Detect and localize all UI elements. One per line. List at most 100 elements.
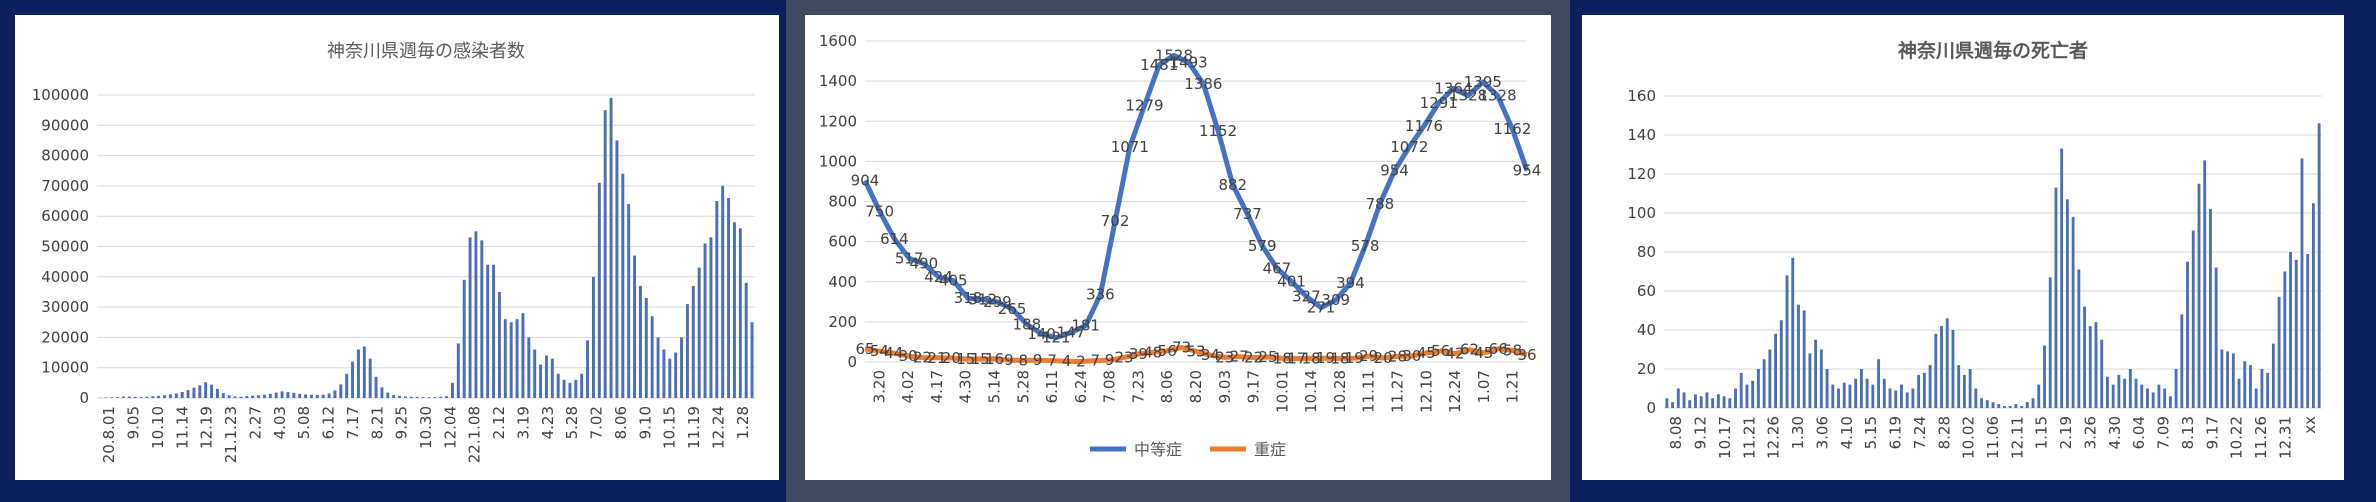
bar bbox=[527, 337, 531, 398]
data-label: 20 bbox=[1374, 349, 1393, 367]
bar bbox=[2128, 369, 2132, 408]
data-label: 22 bbox=[913, 349, 932, 367]
bar bbox=[2146, 388, 2149, 408]
bar bbox=[609, 98, 613, 398]
panel-hospitalized-frame: 0 200 400 600 800 1000 1200 1400 1600 3.20 4.02 4.1… bbox=[786, 0, 1570, 502]
bar bbox=[1837, 388, 1840, 408]
bar bbox=[621, 173, 625, 398]
bar bbox=[304, 394, 308, 398]
bar bbox=[533, 349, 537, 398]
bar bbox=[2106, 376, 2109, 408]
y-tick-label: 100 bbox=[1627, 204, 1656, 222]
bar bbox=[1791, 257, 1795, 408]
data-label: 9 bbox=[1033, 351, 1043, 369]
x-tick-label: 11.27 bbox=[1388, 370, 1406, 413]
x-tick-label: 4.17 bbox=[928, 370, 946, 403]
bar bbox=[1728, 398, 1732, 408]
data-label: 1279 bbox=[1125, 96, 1163, 114]
bar bbox=[2283, 271, 2287, 408]
bar bbox=[2014, 404, 2018, 408]
data-label: 39 bbox=[1129, 345, 1148, 363]
bar bbox=[1699, 396, 1703, 408]
bar bbox=[1882, 378, 1886, 408]
bar bbox=[2260, 369, 2264, 408]
x-tick-label: 1.15 bbox=[2033, 416, 2051, 449]
data-label: 904 bbox=[851, 172, 880, 190]
x-tick-label: 12.10 bbox=[1417, 370, 1435, 413]
x-tick-label: 5.14 bbox=[986, 370, 1004, 403]
bar bbox=[403, 396, 407, 398]
bar bbox=[2157, 384, 2161, 408]
data-label: 312 bbox=[968, 290, 997, 308]
data-label: 1176 bbox=[1405, 117, 1443, 135]
x-tick-label: 4.23 bbox=[539, 406, 557, 439]
bar bbox=[2065, 199, 2069, 408]
bar bbox=[1745, 384, 1749, 408]
bar bbox=[210, 384, 214, 398]
x-tick-label: 8.20 bbox=[1187, 370, 1205, 403]
bar bbox=[198, 385, 202, 398]
bar bbox=[2243, 361, 2247, 408]
bar bbox=[697, 267, 701, 398]
bar bbox=[2266, 372, 2270, 408]
deaths-chart: 神奈川県週毎の死亡者 0 20 40 60 80 100 120 140 160 8.08 9.12 1… bbox=[1627, 39, 2322, 459]
bar bbox=[1980, 398, 1983, 408]
x-tick-label: 8.13 bbox=[2179, 416, 2197, 449]
bar bbox=[110, 397, 114, 398]
x-tick-label: 10.17 bbox=[1716, 416, 1734, 459]
bar bbox=[127, 396, 131, 398]
bar bbox=[2220, 349, 2224, 408]
bar bbox=[1842, 382, 1846, 408]
y-tick-label: 80 bbox=[1637, 243, 1656, 261]
bar bbox=[1694, 394, 1697, 408]
bar bbox=[1974, 388, 1978, 408]
bar bbox=[456, 343, 460, 398]
bar bbox=[333, 390, 337, 398]
bar bbox=[1940, 326, 1943, 408]
bar bbox=[580, 373, 584, 398]
x-tick-label: 11.21 bbox=[1740, 416, 1758, 459]
bar bbox=[321, 394, 325, 398]
y-tick-label: 1600 bbox=[819, 32, 857, 50]
x-tick-label: 9.17 bbox=[2203, 416, 2221, 449]
data-label: 1072 bbox=[1390, 138, 1428, 156]
data-label: 1071 bbox=[1111, 138, 1149, 156]
x-tick-label: 22.1.08 bbox=[466, 406, 484, 463]
chart-title: 神奈川県週毎の感染者数 bbox=[327, 41, 525, 62]
data-label: 702 bbox=[1101, 212, 1130, 230]
data-label: 62 bbox=[1460, 341, 1479, 359]
data-label: 490 bbox=[910, 255, 939, 273]
data-label: 45 bbox=[1474, 344, 1493, 362]
bar bbox=[497, 291, 501, 398]
bar bbox=[1779, 320, 1783, 408]
data-label: 1152 bbox=[1199, 122, 1237, 140]
bar bbox=[2311, 203, 2315, 408]
data-label: 25 bbox=[1258, 348, 1277, 366]
data-label: 954 bbox=[1380, 162, 1409, 180]
y-tick-label: 20000 bbox=[41, 328, 89, 346]
bar bbox=[2180, 314, 2184, 408]
x-tick-label: 20.8.01 bbox=[100, 406, 118, 463]
y-tick-label: 60 bbox=[1637, 282, 1656, 300]
bar bbox=[2083, 306, 2086, 408]
bar bbox=[427, 397, 431, 398]
data-label: 56 bbox=[1431, 342, 1450, 360]
bar bbox=[368, 358, 372, 398]
bar bbox=[1894, 390, 1898, 408]
bar bbox=[1859, 369, 1863, 408]
data-label: 882 bbox=[1218, 176, 1247, 194]
x-tick-label: 6.11 bbox=[1043, 370, 1061, 403]
data-label: 30 bbox=[899, 347, 918, 365]
bar bbox=[386, 392, 390, 398]
bar bbox=[1785, 275, 1789, 408]
bar bbox=[2226, 351, 2230, 408]
x-tick-label: 7.08 bbox=[1101, 370, 1119, 403]
x-tick-label: 10.01 bbox=[1273, 370, 1291, 413]
y-tick-label: 1400 bbox=[819, 72, 857, 90]
x-tick-label: 10.02 bbox=[1960, 416, 1978, 459]
bar bbox=[339, 384, 343, 398]
data-label: 8 bbox=[1019, 351, 1029, 369]
data-label: 1395 bbox=[1464, 73, 1502, 91]
data-label: 18 bbox=[1273, 349, 1292, 367]
